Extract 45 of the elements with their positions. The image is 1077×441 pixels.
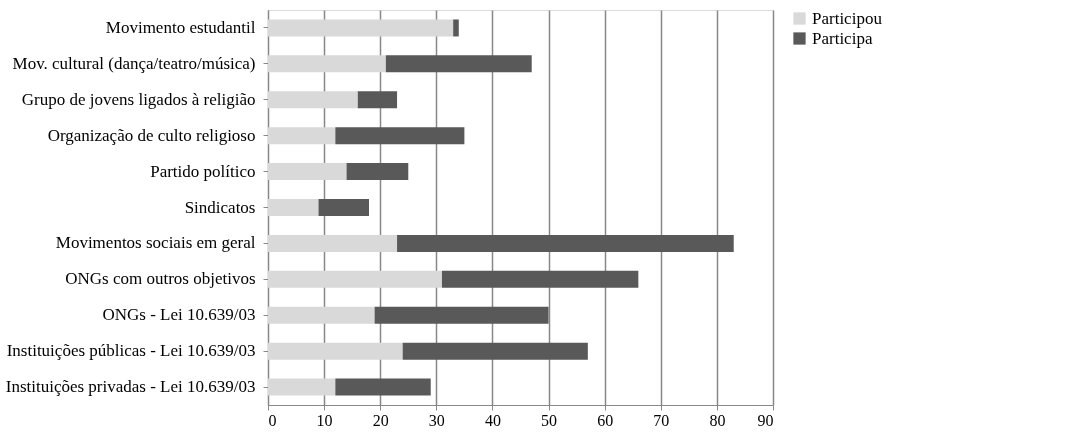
bar [374, 306, 549, 324]
x-tick-label: 10 [316, 411, 333, 429]
bar [268, 306, 375, 324]
bar [268, 378, 336, 396]
y-tick-label: Instituições públicas - Lei 10.639/03 [6, 341, 256, 361]
x-tick-label: 80 [709, 411, 726, 429]
bar [268, 234, 398, 252]
y-tick-label: ONGs - Lei 10.639/03 [102, 305, 256, 325]
bar [268, 19, 454, 37]
legend-label: Participa [812, 28, 873, 48]
bar [268, 91, 358, 109]
y-tick-label: Sindicatos [184, 197, 256, 217]
y-tick-label: ONGs com outros objetivos [65, 269, 256, 289]
bar [268, 55, 386, 73]
bar [441, 270, 639, 288]
x-tick-label: 90 [757, 411, 774, 429]
x-tick-label: 70 [653, 411, 670, 429]
legend-label: Participou [812, 8, 883, 28]
bar [335, 378, 431, 396]
x-tick-label: 50 [541, 411, 558, 429]
y-tick-label: Instituições privadas - Lei 10.639/03 [5, 377, 256, 397]
y-tick-label: Grupo de jovens ligados à religião [21, 89, 256, 109]
x-tick-label: 60 [597, 411, 614, 429]
y-tick-label: Partido político [150, 161, 256, 181]
bar [397, 234, 734, 252]
x-tick-label: 30 [428, 411, 445, 429]
bar [335, 127, 465, 145]
y-tick-label: Mov. cultural (dança/teatro/música) [12, 53, 256, 73]
bar [346, 163, 409, 181]
bar [357, 91, 398, 109]
x-tick-label: 20 [372, 411, 389, 429]
bar [318, 199, 369, 216]
bar [268, 270, 442, 288]
y-tick-label: Movimentos sociais em geral [55, 233, 256, 253]
x-tick-label: 40 [484, 411, 501, 429]
bar [268, 199, 319, 216]
bar [268, 127, 336, 145]
bar [453, 19, 459, 37]
bar [402, 342, 588, 360]
bar [268, 342, 403, 360]
bar [268, 163, 347, 181]
y-tick-label: Movimento estudantil [105, 17, 256, 37]
bar [385, 55, 532, 73]
x-tick-label: 0 [268, 411, 277, 429]
y-tick-label: Organização de culto religioso [47, 125, 256, 145]
